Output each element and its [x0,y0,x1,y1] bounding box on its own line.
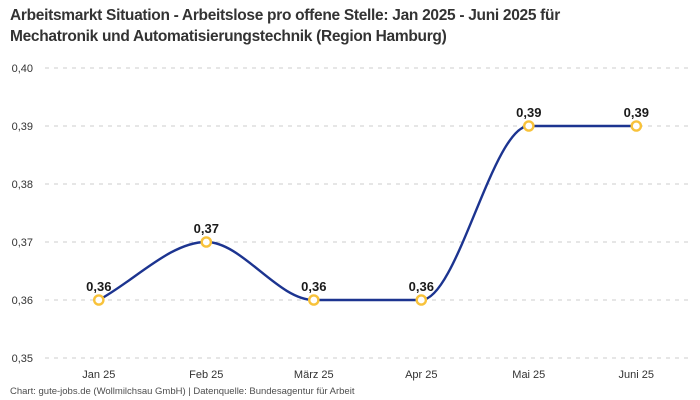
x-tick-label: Jan 25 [82,369,115,381]
y-tick-label: 0,36 [12,295,33,307]
y-tick-label: 0,40 [12,63,33,75]
data-point-label: 0,37 [194,221,219,236]
x-tick-label: März 25 [294,369,334,381]
chart-title: Arbeitsmarkt Situation - Arbeitslose pro… [10,5,690,47]
data-point-label: 0,36 [301,279,326,294]
data-point-label: 0,36 [409,279,434,294]
chart-credit: Chart: gute-jobs.de (Wollmilchsau GmbH) … [10,386,355,397]
y-tick-label: 0,38 [12,179,33,191]
data-point-label: 0,36 [86,279,111,294]
y-tick-label: 0,35 [12,353,33,365]
data-point-label: 0,39 [624,105,649,120]
x-tick-label: Juni 25 [619,369,654,381]
y-tick-label: 0,39 [12,121,33,133]
x-tick-label: Feb 25 [189,369,223,381]
y-tick-label: 0,37 [12,237,33,249]
data-point-marker [630,120,643,132]
data-point-marker [415,294,428,306]
data-point-label: 0,39 [516,105,541,120]
data-point-marker [93,294,105,306]
chart-title-line1: Arbeitsmarkt Situation - Arbeitslose pro… [10,7,560,24]
data-point-marker [307,294,320,306]
data-point-marker [523,120,535,132]
x-tick-label: Apr 25 [405,369,437,381]
chart-title-line2: Mechatronik und Automatisierungstechnik … [10,28,447,45]
x-tick-label: Mai 25 [512,369,545,381]
line-series [97,124,638,302]
data-point-marker [200,236,213,248]
